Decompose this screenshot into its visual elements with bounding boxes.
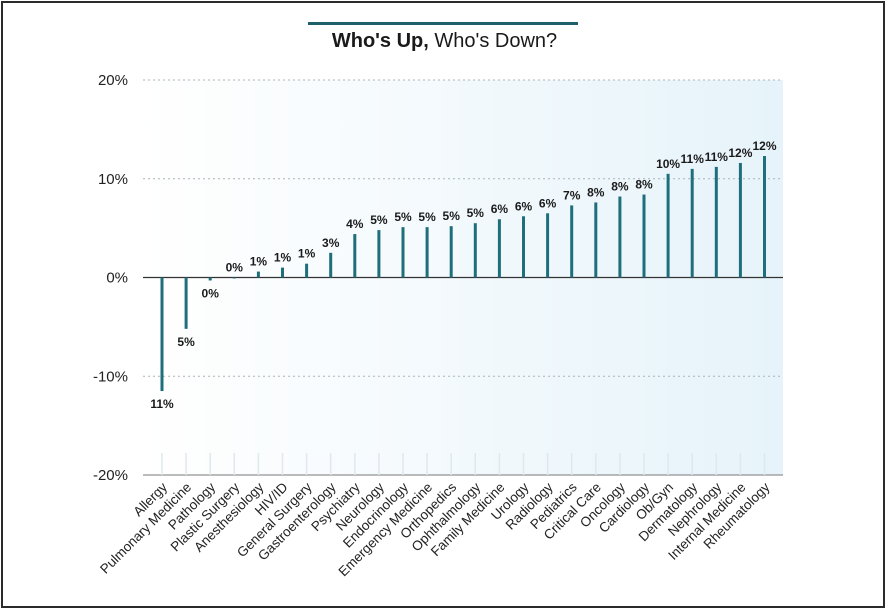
data-label: 5% (418, 210, 436, 224)
data-label: 8% (611, 180, 629, 194)
bar (570, 205, 574, 278)
bar (305, 263, 309, 278)
y-tick-label: -10% (93, 368, 128, 385)
data-label: 7% (563, 188, 581, 202)
data-label: 6% (491, 202, 509, 216)
bar (256, 271, 260, 278)
y-tick-label: -20% (93, 467, 128, 484)
data-label: 11% (705, 150, 729, 164)
data-label: 11% (681, 152, 705, 166)
bar (377, 230, 381, 278)
y-tick-label: 20% (98, 72, 128, 89)
data-label: 3% (322, 236, 340, 250)
bar (329, 252, 333, 278)
bar (208, 277, 212, 281)
bar (425, 227, 429, 278)
bar (546, 213, 550, 278)
bar (690, 168, 694, 278)
bar (449, 226, 453, 278)
title-rule (308, 22, 578, 25)
data-label: 1% (274, 251, 292, 265)
bar (738, 162, 742, 278)
bar (594, 202, 598, 278)
data-label: 0% (202, 286, 220, 300)
data-label: 5% (443, 209, 461, 223)
data-label: 10% (656, 157, 680, 171)
bar (232, 277, 236, 279)
title-bold-part: Who's Up, (331, 30, 429, 52)
bar (473, 223, 477, 278)
data-label: 6% (515, 199, 533, 213)
bar (714, 166, 718, 278)
bar (160, 277, 164, 392)
bar (763, 156, 766, 278)
y-tick-label: 0% (106, 270, 128, 287)
bar (281, 267, 284, 278)
data-label: 5% (394, 210, 412, 224)
data-label: 12% (728, 146, 752, 160)
data-label: 8% (635, 178, 653, 192)
bar (497, 219, 501, 278)
data-label: 5% (467, 206, 485, 220)
data-label: 1% (298, 247, 316, 261)
data-label: 1% (250, 255, 268, 269)
bar (353, 234, 357, 278)
title-regular-part: Who's Down? (428, 30, 558, 52)
chart-title: Who's Up, Who's Down? (0, 30, 889, 53)
data-label: 8% (587, 185, 605, 199)
bar (642, 194, 646, 278)
bar (401, 227, 405, 278)
bar (618, 196, 622, 278)
data-label: 5% (177, 335, 195, 349)
data-label: 0% (226, 261, 244, 275)
bar (522, 216, 525, 278)
data-label: 4% (346, 217, 364, 231)
data-label: 11% (150, 397, 174, 411)
data-label: 6% (539, 196, 557, 210)
y-tick-label: 10% (98, 171, 128, 188)
bar (666, 173, 670, 278)
data-label: 12% (752, 139, 776, 153)
bar (184, 277, 188, 329)
data-label: 5% (370, 213, 388, 227)
